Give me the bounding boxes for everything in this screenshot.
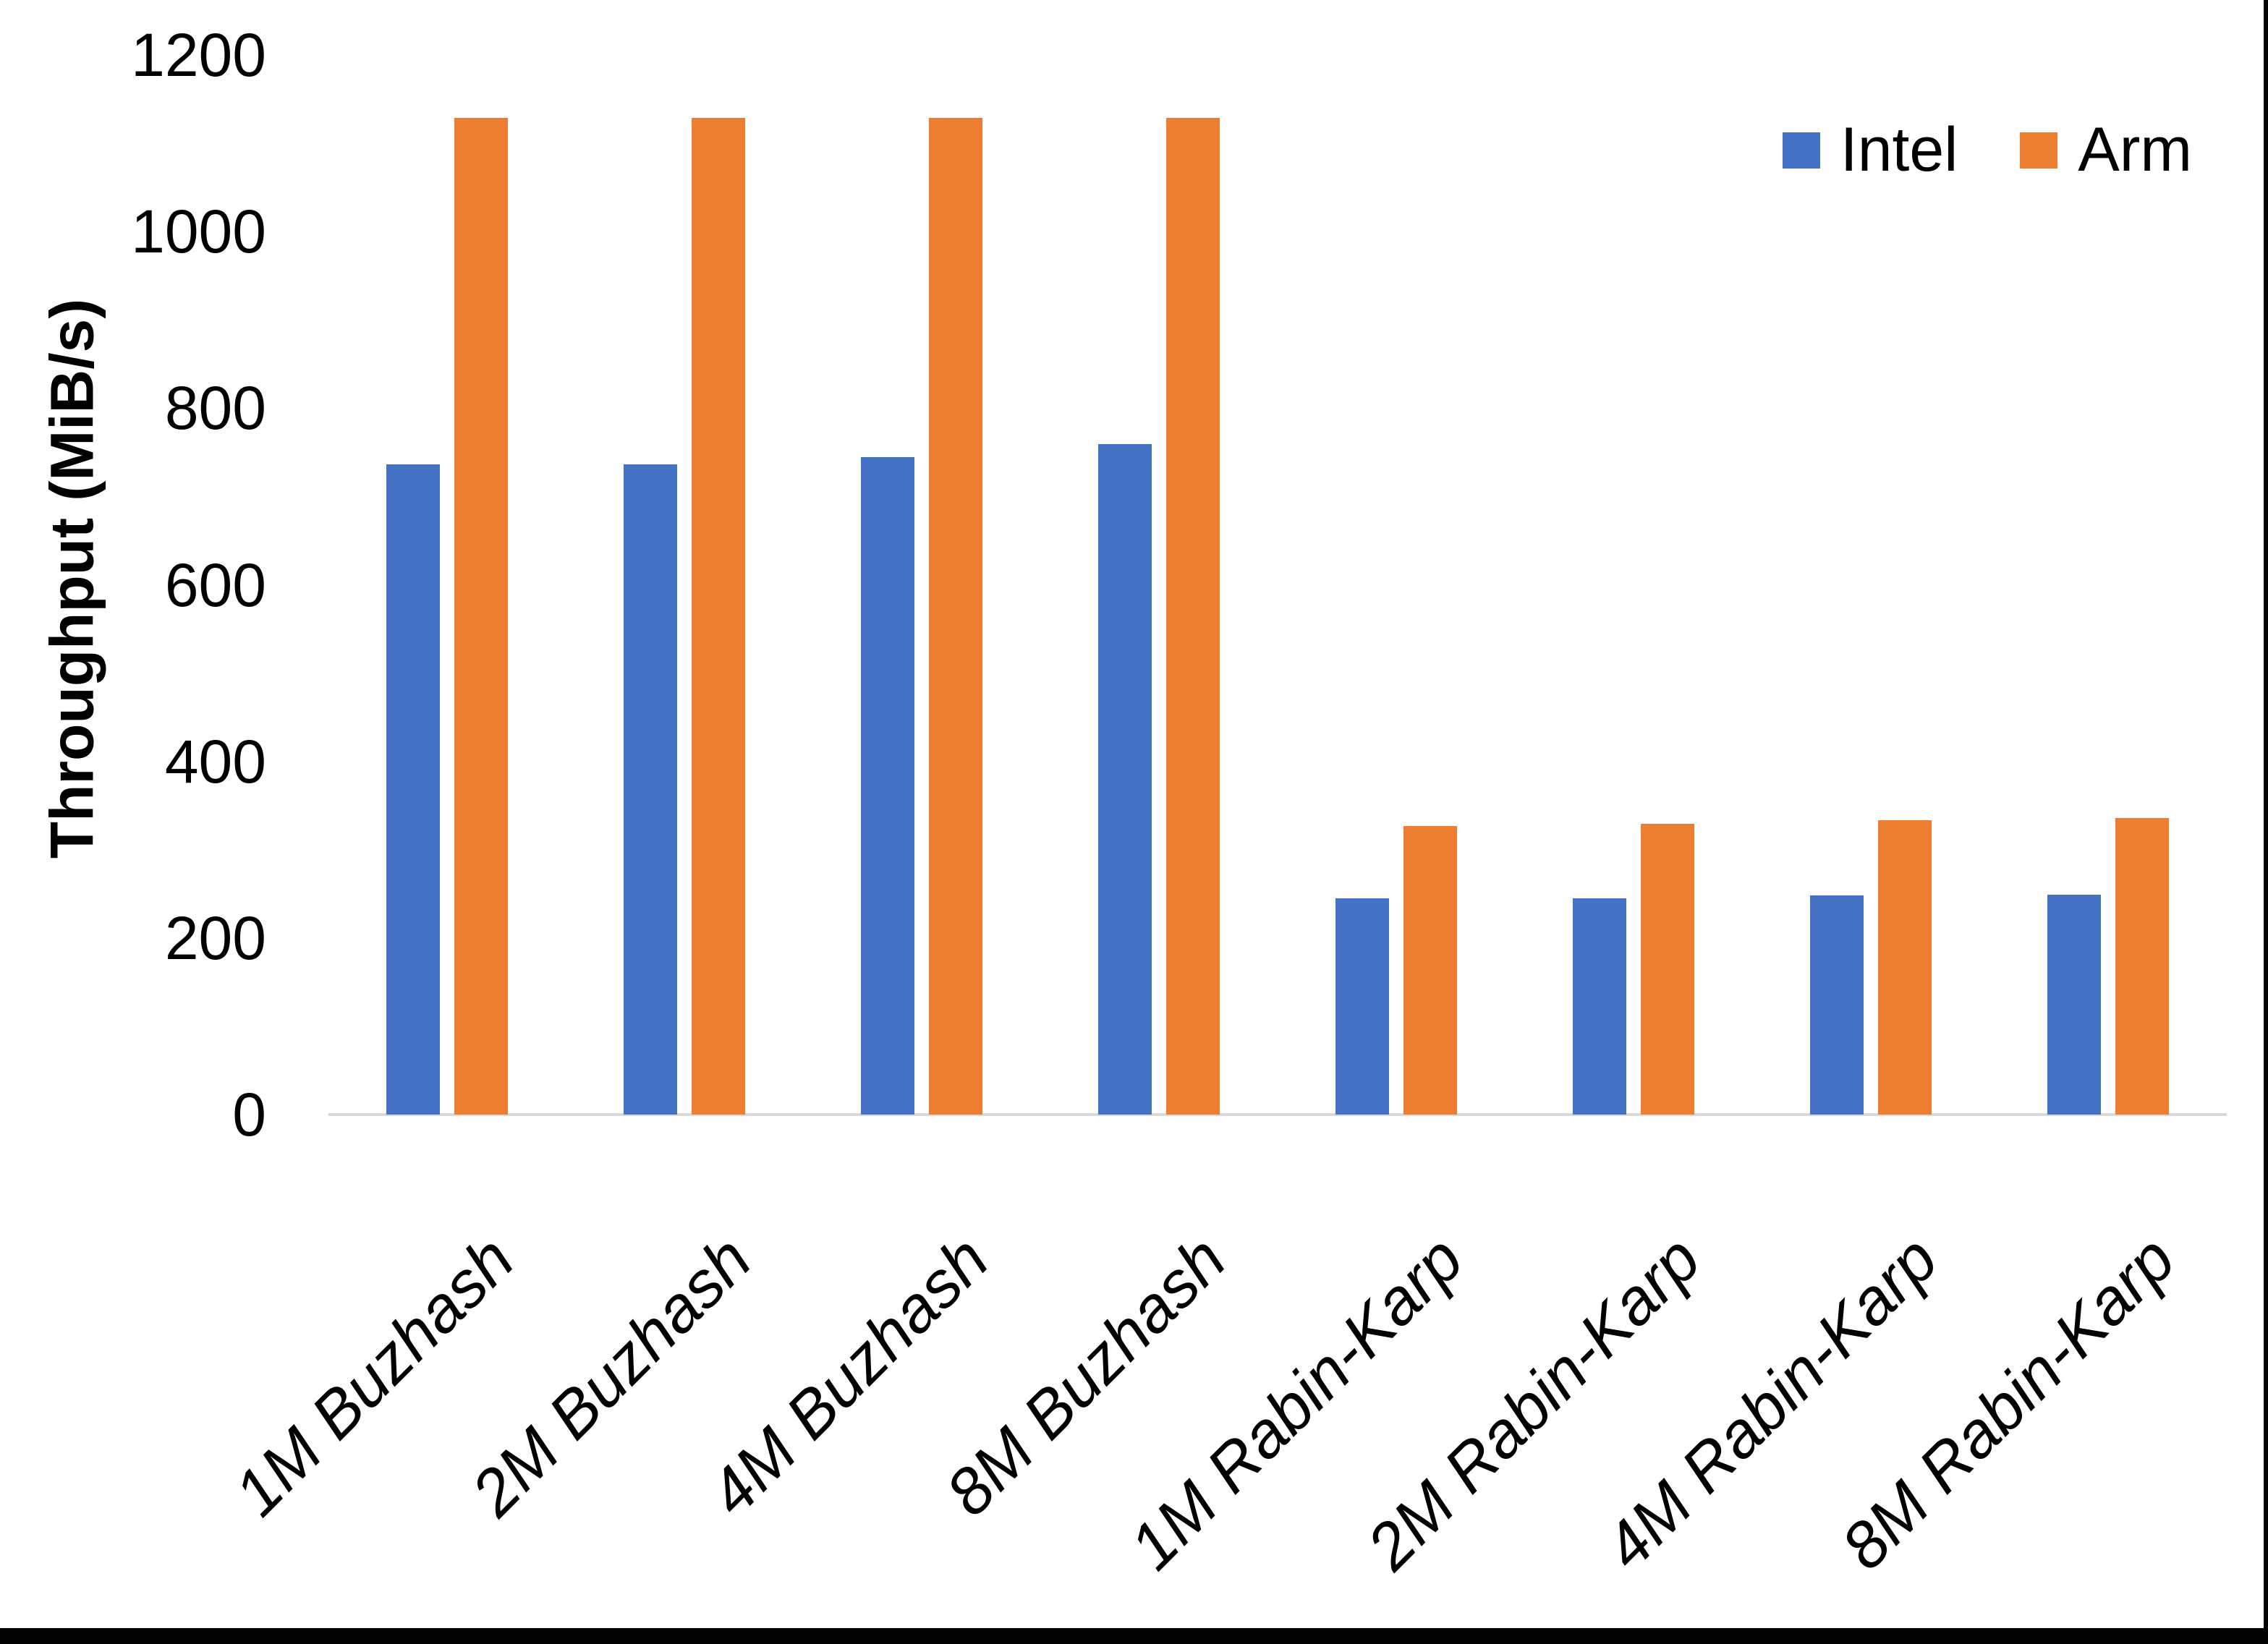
bar-intel-4m-buzhash: [861, 457, 914, 1115]
y-tick-label-1000: 1000: [131, 197, 266, 266]
y-tick-label-400: 400: [164, 727, 266, 796]
bar-intel-2m-buzhash: [624, 464, 677, 1115]
y-tick-label-200: 200: [164, 903, 266, 972]
legend-swatch-arm-icon: [2020, 132, 2058, 169]
legend-label-arm: Arm: [2078, 115, 2192, 184]
bar-arm-8m-rabin-karp: [2115, 818, 2169, 1115]
y-tick-label-1200: 1200: [131, 21, 266, 90]
bar-arm-2m-rabin-karp: [1641, 824, 1694, 1115]
bar-arm-8m-buzhash: [1166, 118, 1220, 1115]
bar-intel-8m-buzhash: [1098, 444, 1152, 1115]
legend-item-intel: Intel: [1782, 114, 1958, 186]
bar-arm-1m-buzhash: [454, 118, 508, 1115]
y-tick-label-600: 600: [164, 550, 266, 619]
y-tick-label-0: 0: [232, 1081, 266, 1149]
legend-label-intel: Intel: [1840, 115, 1958, 184]
bar-intel-2m-rabin-karp: [1573, 898, 1626, 1115]
legend-swatch-intel-icon: [1782, 132, 1820, 169]
screenshot-bottom-border: [0, 1628, 2268, 1644]
bar-intel-1m-buzhash: [386, 464, 440, 1115]
screenshot-right-border: [2264, 0, 2268, 1644]
bar-intel-4m-rabin-karp: [1810, 895, 1864, 1115]
bar-arm-4m-rabin-karp: [1878, 820, 1932, 1115]
x-axis-line: [328, 1113, 2227, 1116]
legend-item-arm: Arm: [2020, 114, 2192, 186]
bar-intel-1m-rabin-karp: [1335, 898, 1389, 1115]
y-tick-label-800: 800: [164, 374, 266, 443]
bar-arm-1m-rabin-karp: [1403, 826, 1457, 1115]
bar-arm-2m-buzhash: [692, 118, 745, 1115]
bar-intel-8m-rabin-karp: [2047, 895, 2101, 1115]
bar-arm-4m-buzhash: [929, 118, 982, 1115]
legend: Intel Arm: [1782, 114, 2192, 186]
